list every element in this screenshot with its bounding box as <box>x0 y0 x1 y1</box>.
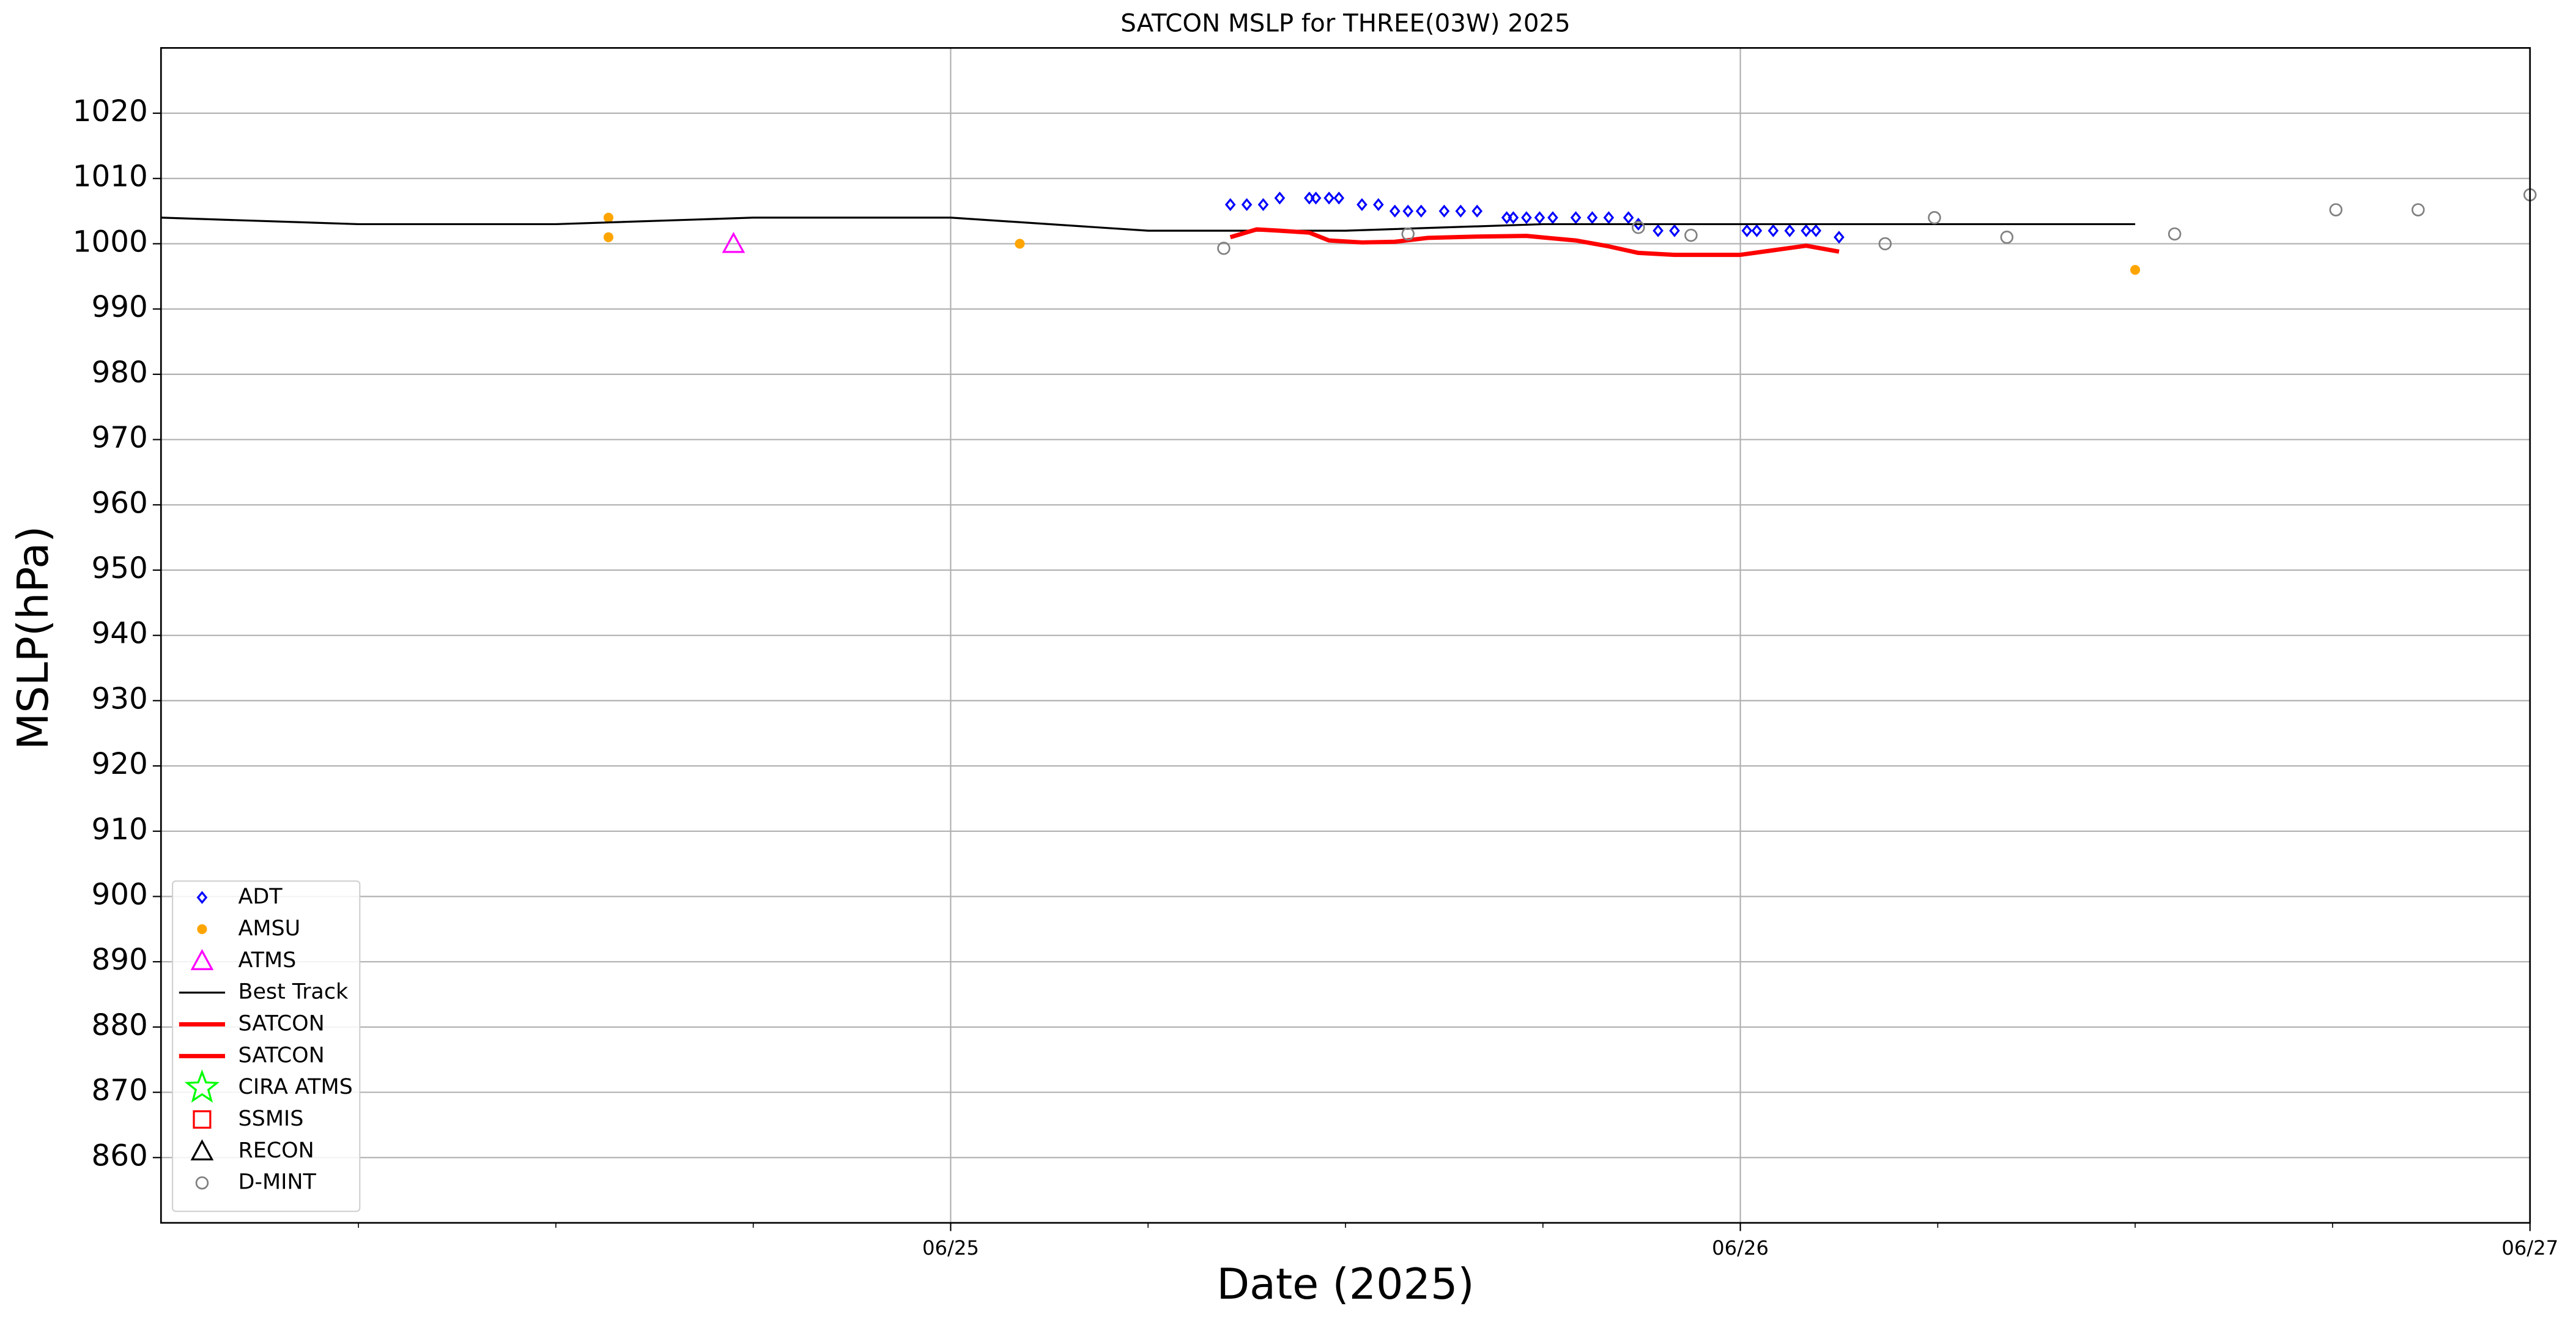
y-tick-label: 910 <box>91 812 147 847</box>
diamond-marker <box>1389 204 1401 218</box>
y-tick-label: 1000 <box>73 225 148 259</box>
diamond-marker <box>1801 224 1812 237</box>
diamond-marker <box>1508 211 1519 225</box>
y-axis-label: MSLP(hPa) <box>9 526 58 750</box>
circle-marker <box>195 1176 209 1190</box>
diamond-marker <box>1333 191 1345 205</box>
diamond-marker <box>1547 211 1558 225</box>
circle-marker <box>2411 203 2425 217</box>
triangle-marker <box>190 949 214 970</box>
chart-title: SATCON MSLP for THREE(03W) 2025 <box>1120 9 1570 38</box>
diamond-marker <box>1323 191 1334 205</box>
y-tick-label: 980 <box>91 355 147 390</box>
diamond-marker <box>1402 204 1414 218</box>
dot-marker <box>2130 265 2141 275</box>
diamond-marker <box>1521 211 1532 225</box>
y-tick-label: 970 <box>91 421 147 455</box>
legend-label: ADT <box>239 885 283 909</box>
x-axis-label: Date (2025) <box>1216 1260 1474 1309</box>
dot-marker <box>603 212 613 223</box>
legend-label: Best Track <box>239 980 349 1004</box>
diamond-marker <box>1224 198 1236 212</box>
circle-marker <box>1878 237 1892 251</box>
legend-label: SATCON <box>239 1043 325 1067</box>
y-tick-label: 1010 <box>73 160 148 194</box>
y-tick-label: 930 <box>91 681 147 716</box>
x-tick-label: 06/27 <box>2501 1236 2558 1260</box>
y-tick-label: 870 <box>91 1074 147 1108</box>
diamond-marker <box>1257 198 1269 212</box>
diamond-marker <box>1534 211 1545 225</box>
series-line <box>1229 227 1840 258</box>
diamond-marker <box>1653 224 1664 237</box>
legend-label: SATCON <box>239 1012 325 1036</box>
y-tick-label: 940 <box>91 617 147 651</box>
diamond-marker <box>1603 211 1615 225</box>
y-tick-label: 1020 <box>73 94 148 128</box>
series-line <box>161 217 2136 232</box>
legend-label: ATMS <box>239 948 297 973</box>
y-tick-label: 960 <box>91 486 147 520</box>
circle-marker <box>1684 228 1698 242</box>
circle-marker <box>2329 203 2343 217</box>
y-tick-label: 990 <box>91 290 147 324</box>
diamond-marker <box>1810 224 1822 237</box>
circle-marker <box>1928 211 1941 225</box>
y-tick-label: 900 <box>91 877 147 911</box>
diamond-marker <box>1455 204 1467 218</box>
circle-marker <box>2000 231 2014 244</box>
diamond-marker <box>1586 211 1598 225</box>
diamond-marker <box>1741 224 1753 237</box>
y-tick-label: 920 <box>91 747 147 781</box>
diamond-marker <box>1623 211 1634 225</box>
legend-label: CIRA ATMS <box>239 1075 353 1099</box>
y-tick-label: 890 <box>91 943 147 977</box>
diamond-marker <box>1373 198 1384 212</box>
square-marker <box>193 1110 212 1129</box>
diamond-marker <box>1241 198 1253 212</box>
legend-box <box>171 880 361 1212</box>
triangle-marker <box>190 1139 214 1160</box>
circle-marker <box>1401 227 1415 241</box>
diamond-marker <box>1767 224 1779 237</box>
legend-label: AMSU <box>239 916 301 941</box>
y-tick-label: 880 <box>91 1008 147 1042</box>
legend-label: RECON <box>239 1138 314 1163</box>
plot-frame <box>160 47 2531 1224</box>
triangle-marker <box>722 231 746 253</box>
diamond-marker <box>1834 231 1845 244</box>
circle-marker <box>1217 242 1231 255</box>
star-marker <box>184 1069 220 1103</box>
diamond-marker <box>1471 204 1483 218</box>
diamond-marker <box>1274 191 1286 205</box>
diamond-marker <box>1356 198 1368 212</box>
diamond-marker <box>1310 191 1322 205</box>
diamond-marker <box>196 891 208 904</box>
circle-marker <box>1632 221 1645 234</box>
y-tick-label: 860 <box>91 1138 147 1173</box>
diamond-marker <box>1438 204 1450 218</box>
legend-label: D-MINT <box>239 1170 317 1195</box>
dot-marker <box>603 232 613 242</box>
x-tick-label: 06/25 <box>922 1236 979 1260</box>
dot-marker <box>1015 239 1025 249</box>
diamond-marker <box>1751 224 1763 237</box>
y-tick-label: 950 <box>91 551 147 585</box>
diamond-marker <box>1570 211 1582 225</box>
dot-marker <box>197 924 207 935</box>
circle-marker <box>2168 227 2182 241</box>
diamond-marker <box>1784 224 1796 237</box>
diamond-marker <box>1415 204 1427 218</box>
diamond-marker <box>1669 224 1680 237</box>
legend-label: SSMIS <box>239 1107 304 1131</box>
x-tick-label: 06/26 <box>1712 1236 1769 1260</box>
